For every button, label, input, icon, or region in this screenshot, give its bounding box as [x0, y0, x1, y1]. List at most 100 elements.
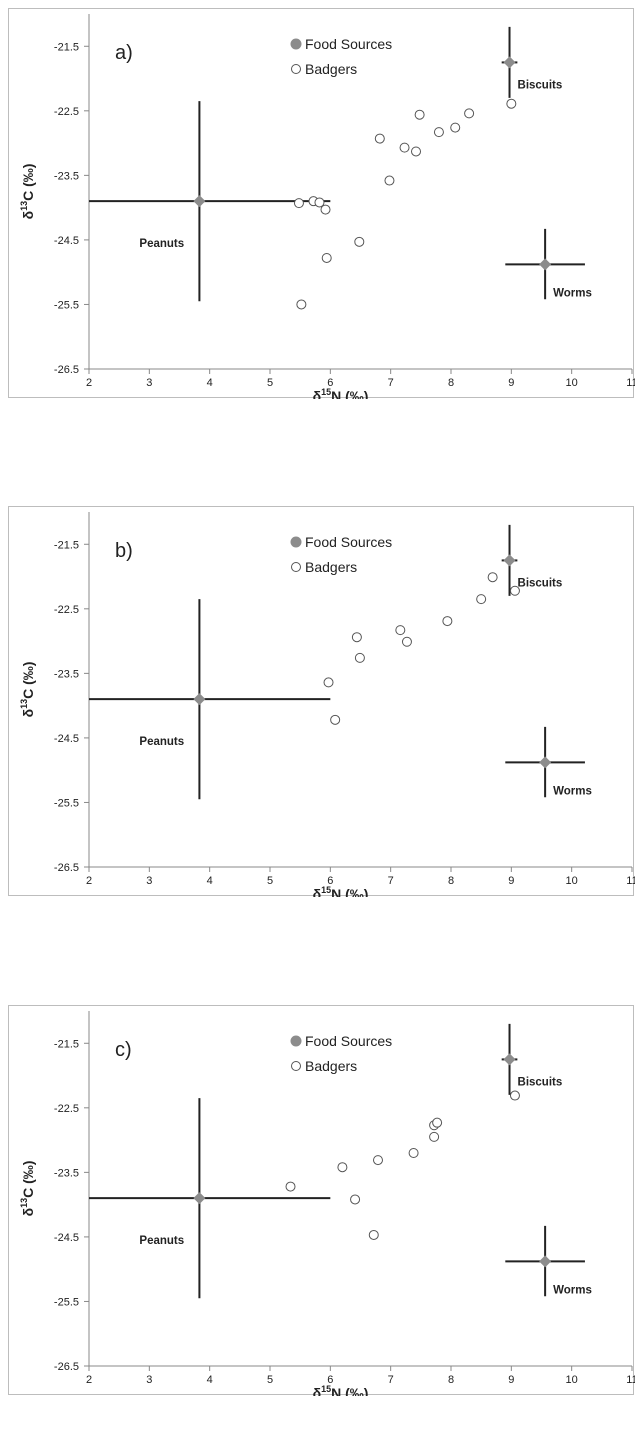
badger-point: [414, 109, 425, 120]
y-tick-label: -25.5: [54, 1296, 79, 1308]
peanuts-marker: [193, 195, 206, 208]
y-tick-label: -26.5: [54, 1361, 79, 1373]
x-tick-label: 9: [508, 377, 514, 389]
legend-food-marker: [290, 38, 302, 50]
x-tick-label: 4: [207, 875, 213, 887]
legend-badger-marker: [291, 1061, 301, 1071]
badger-point: [337, 1162, 348, 1173]
x-tick-label: 8: [448, 875, 454, 887]
badger-point: [372, 1155, 383, 1166]
peanuts-label: Peanuts: [139, 238, 184, 250]
x-axis-title: δ15N (‰): [313, 885, 369, 897]
biscuits-label: Biscuits: [518, 79, 563, 91]
biscuits-marker: [503, 554, 516, 567]
legend-badger-label: Badgers: [305, 559, 357, 575]
y-tick-label: -24.5: [54, 733, 79, 745]
x-tick-label: 3: [146, 875, 152, 887]
y-tick-label: -23.5: [54, 1167, 79, 1179]
worms-marker: [539, 258, 552, 271]
panel-label: b): [115, 540, 133, 562]
x-tick-label: 2: [86, 377, 92, 389]
badger-point: [354, 652, 365, 663]
x-tick-label: 8: [448, 1374, 454, 1386]
x-tick-label: 2: [86, 1374, 92, 1386]
scatter-chart-a: 2 3 4 5 6 7 8 9 10 11 -21.5 -22.5 -23.5 -24.5 -25.5 -26…: [19, 14, 635, 399]
badger-point: [296, 299, 307, 310]
x-tick-label: 8: [448, 377, 454, 389]
badger-point: [330, 714, 341, 725]
x-axis-title: δ15N (‰): [313, 387, 369, 399]
scatter-chart-b: 2 3 4 5 6 7 8 9 10 11 -21.5 -22.5 -23.5 -24.5 -25.5 -26…: [19, 512, 635, 897]
badger-point: [506, 98, 517, 109]
x-tick-label: 11: [626, 377, 635, 389]
x-axis-title: δ15N (‰): [313, 1384, 369, 1396]
badger-point: [433, 127, 444, 138]
y-axis-title: δ13C (‰): [19, 662, 36, 718]
badger-point: [432, 1117, 443, 1128]
x-tick-label: 3: [146, 1374, 152, 1386]
x-tick-label: 10: [566, 1374, 578, 1386]
x-tick-label: 4: [207, 1374, 213, 1386]
legend-badger-marker: [291, 64, 301, 74]
legend-badger-label: Badgers: [305, 61, 357, 77]
badger-point: [351, 632, 362, 643]
biscuits-marker: [503, 1053, 516, 1066]
legend-badger-label: Badgers: [305, 1058, 357, 1074]
y-tick-label: -26.5: [54, 862, 79, 874]
y-tick-label: -21.5: [54, 41, 79, 53]
legend-food-marker: [290, 1035, 302, 1047]
badger-point: [354, 236, 365, 247]
x-tick-label: 9: [508, 1374, 514, 1386]
badger-point: [350, 1194, 361, 1205]
y-tick-label: -26.5: [54, 364, 79, 376]
worms-label: Worms: [553, 1284, 592, 1296]
peanuts-marker: [193, 693, 206, 706]
badger-point: [384, 175, 395, 186]
legend-food-marker: [290, 536, 302, 548]
y-axis-title: δ13C (‰): [19, 1161, 36, 1217]
legend-food-label: Food Sources: [305, 534, 392, 550]
y-tick-label: -21.5: [54, 1038, 79, 1050]
panel-label: a): [115, 42, 133, 64]
badger-point: [314, 197, 325, 208]
badger-point: [464, 108, 475, 119]
worms-label: Worms: [553, 785, 592, 797]
x-tick-label: 6: [327, 875, 333, 887]
badger-point: [374, 133, 385, 144]
y-tick-label: -22.5: [54, 604, 79, 616]
y-tick-label: -24.5: [54, 1232, 79, 1244]
legend-badger-marker: [291, 562, 301, 572]
badger-point: [509, 585, 520, 596]
badger-point: [408, 1148, 419, 1158]
x-tick-label: 7: [388, 377, 394, 389]
x-tick-label: 4: [207, 377, 213, 389]
x-tick-label: 11: [626, 875, 635, 887]
biscuits-label: Biscuits: [518, 577, 563, 589]
x-tick-label: 7: [388, 875, 394, 887]
y-axis-title: δ13C (‰): [19, 164, 36, 220]
y-tick-label: -21.5: [54, 539, 79, 551]
worms-marker: [539, 756, 552, 769]
badger-point: [487, 572, 498, 583]
y-tick-label: -22.5: [54, 106, 79, 118]
peanuts-marker: [193, 1192, 206, 1205]
badger-point: [411, 146, 422, 157]
x-tick-label: 10: [566, 377, 578, 389]
badger-point: [509, 1090, 520, 1101]
badger-point: [323, 677, 334, 688]
panel-label: c): [115, 1039, 132, 1061]
y-tick-label: -22.5: [54, 1103, 79, 1115]
biscuits-label: Biscuits: [518, 1076, 563, 1088]
x-tick-label: 7: [388, 1374, 394, 1386]
y-tick-label: -24.5: [54, 235, 79, 247]
badger-point: [401, 636, 412, 647]
biscuits-marker: [503, 56, 516, 69]
x-tick-label: 10: [566, 875, 578, 887]
scatter-panel-c: 2 3 4 5 6 7 8 9 10 11 -21.5 -22.5 -23.5 -24.5 -25.5 -26…: [8, 1005, 635, 1396]
worms-marker: [539, 1255, 552, 1268]
badger-point: [399, 142, 410, 153]
badger-point: [395, 625, 406, 636]
x-tick-label: 2: [86, 875, 92, 887]
badger-point: [293, 198, 304, 209]
peanuts-label: Peanuts: [139, 736, 184, 748]
